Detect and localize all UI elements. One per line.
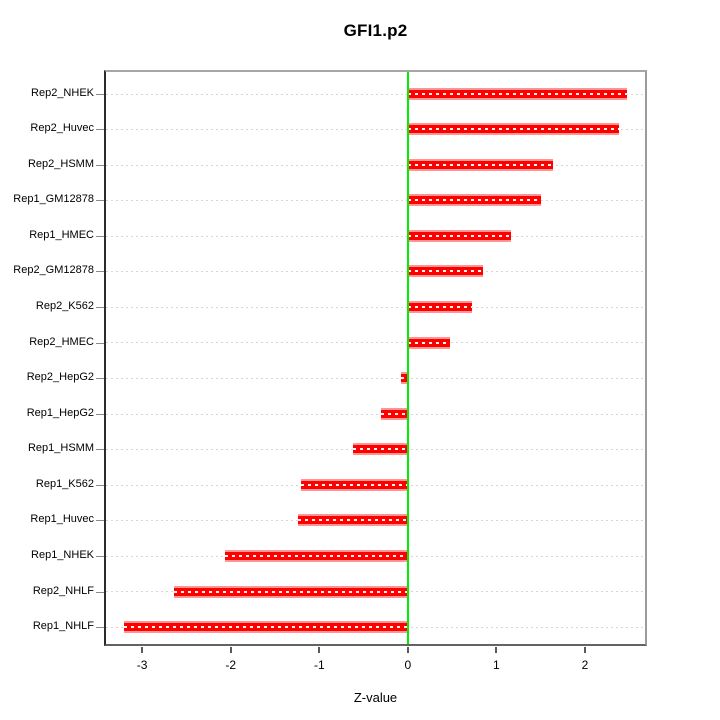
bar-Rep2_NHLF <box>174 585 408 598</box>
row-guide-line <box>106 342 645 344</box>
bar-Rep1_NHEK <box>224 549 408 562</box>
y-tick-mark <box>96 520 104 522</box>
bar-Rep1_HSMM <box>352 443 408 456</box>
x-tick-mark <box>584 647 586 653</box>
y-tick-mark <box>96 484 104 486</box>
row-guide-line <box>106 200 645 202</box>
bar-Rep1_NHLF <box>124 621 408 633</box>
y-tick-label: Rep1_HSMM <box>27 442 94 455</box>
y-tick-label: Rep2_HMEC <box>29 335 94 348</box>
bar-Rep2_Huvec <box>407 123 620 136</box>
zero-reference-line <box>406 70 409 646</box>
y-tick-mark <box>96 271 104 273</box>
x-tick-mark <box>229 647 232 653</box>
row-guide-line <box>106 93 645 95</box>
x-tick-label: -3 <box>136 658 148 672</box>
y-tick-mark <box>96 235 104 237</box>
y-tick-mark <box>96 413 104 415</box>
bar-Rep2_HMEC <box>407 336 451 349</box>
y-tick-mark <box>96 93 104 95</box>
x-axis-title: Z-value <box>353 690 398 705</box>
bar-Rep2_HSMM <box>407 158 554 171</box>
y-tick-mark <box>96 449 104 451</box>
y-tick-label: Rep2_GM12878 <box>13 264 94 277</box>
y-tick-mark <box>96 129 104 131</box>
bar-Rep2_GM12878 <box>407 265 484 278</box>
y-tick-label: Rep1_Huvec <box>30 513 94 526</box>
row-guide-line <box>106 306 645 308</box>
bar-Rep1_HMEC <box>407 229 512 242</box>
y-tick-label: Rep1_HepG2 <box>26 406 94 419</box>
bar-Rep2_K562 <box>407 300 473 313</box>
x-tick-label: -2 <box>225 658 237 672</box>
y-tick-label: Rep1_HMEC <box>29 228 94 241</box>
x-tick-label: -1 <box>313 658 325 672</box>
y-tick-label: Rep1_GM12878 <box>13 193 94 206</box>
y-tick-label: Rep2_HSMM <box>27 157 94 170</box>
y-tick-label: Rep2_K562 <box>35 299 94 312</box>
row-guide-line <box>106 271 645 273</box>
x-tick-mark <box>318 647 321 653</box>
bar-Rep1_GM12878 <box>407 194 541 207</box>
x-tick-mark <box>406 647 409 653</box>
x-tick-label: 0 <box>404 658 412 672</box>
y-tick-label: Rep1_NHLF <box>32 620 94 632</box>
y-tick-mark <box>96 591 104 593</box>
y-tick-mark <box>96 555 104 557</box>
y-tick-label: Rep2_NHLF <box>32 584 94 597</box>
y-tick-label: Rep1_NHEK <box>31 548 94 561</box>
bar-Rep1_Huvec <box>298 514 408 527</box>
y-tick-mark <box>96 627 104 628</box>
row-guide-line <box>106 235 645 237</box>
row-guide-line <box>106 378 645 380</box>
y-tick-mark <box>96 342 104 344</box>
row-guide-line <box>106 129 645 131</box>
plot-area <box>104 70 647 646</box>
bar-Rep2_NHEK <box>407 87 627 100</box>
y-tick-label: Rep2_NHEK <box>31 86 94 99</box>
bar-Rep1_K562 <box>300 478 408 491</box>
x-tick-mark <box>495 647 498 653</box>
y-tick-mark <box>96 378 104 380</box>
x-tick-label: 2 <box>581 658 589 672</box>
y-tick-label: Rep2_Huvec <box>30 122 94 135</box>
y-tick-label: Rep2_HepG2 <box>26 371 94 384</box>
x-tick-label: 1 <box>493 658 500 672</box>
chart-title: GFI1.p2 <box>343 21 408 40</box>
y-tick-mark <box>96 200 104 202</box>
bar-Rep1_HepG2 <box>381 407 408 420</box>
bar-Rep2_HepG2 <box>400 372 408 385</box>
y-tick-label: Rep1_K562 <box>35 477 94 490</box>
row-guide-line <box>106 413 645 415</box>
y-tick-mark <box>96 306 104 308</box>
row-guide-line <box>106 164 645 166</box>
y-tick-mark <box>96 164 104 166</box>
x-tick-mark <box>141 647 144 653</box>
